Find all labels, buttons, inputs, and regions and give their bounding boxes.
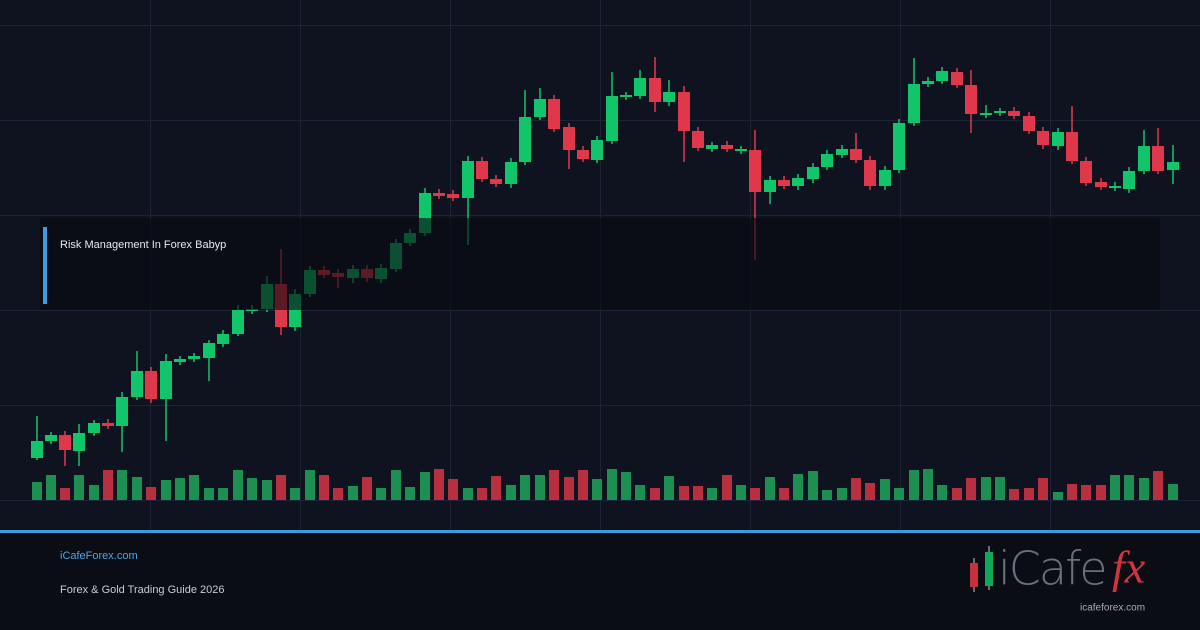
- logo-url: icafeforex.com: [1080, 603, 1145, 614]
- logo-candle-green: [985, 552, 993, 586]
- title-accent: [43, 227, 47, 304]
- title: Risk Management In Forex Babyp: [60, 239, 226, 251]
- logo-candle-red: [970, 563, 978, 587]
- footer-site: iCafeForex.com: [60, 550, 138, 562]
- divider: [0, 530, 1200, 533]
- logo-accent: fx: [1112, 542, 1146, 593]
- volume-bars: [32, 469, 1178, 500]
- candles: [31, 57, 1179, 466]
- footer-tagline: Forex & Gold Trading Guide 2026: [60, 584, 224, 596]
- volume-down: [60, 469, 1163, 500]
- title-panel: [40, 218, 1160, 310]
- logo-wordmark: iCafe: [998, 542, 1106, 596]
- logo: iCafe fx icafeforex.com: [970, 542, 1146, 614]
